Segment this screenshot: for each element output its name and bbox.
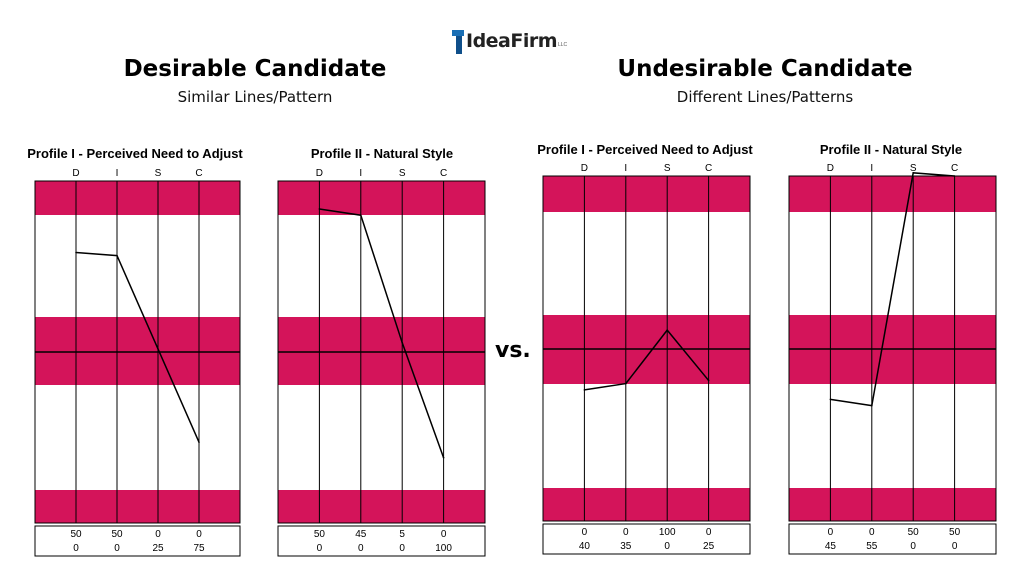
chart-3-series-line bbox=[584, 328, 710, 391]
desirable-subheading: Similar Lines/Pattern bbox=[177, 88, 333, 106]
chart-3-table-row2-cell: 0 bbox=[664, 541, 670, 552]
chart-4-point-c bbox=[953, 175, 956, 177]
chart-2-table-row1-cell: 50 bbox=[314, 529, 326, 540]
chart-3-table-row2-cell: 40 bbox=[579, 541, 591, 552]
chart-3-point-s bbox=[666, 329, 668, 331]
chart-1-category-s: S bbox=[155, 168, 162, 179]
chart-4-table-row1-cell: 0 bbox=[869, 527, 875, 538]
chart-3-table-row1-cell: 100 bbox=[659, 527, 676, 538]
chart-3-point-d bbox=[583, 389, 586, 391]
versus-label: vs. bbox=[495, 338, 531, 363]
chart-3-table-row1-cell: 0 bbox=[706, 527, 712, 538]
chart-2-table-row2-cell: 100 bbox=[435, 543, 452, 554]
chart-3-table-row2-cell: 35 bbox=[620, 541, 632, 552]
chart-4-title: Profile II - Natural Style bbox=[819, 142, 963, 157]
chart-3-category-d: D bbox=[581, 163, 588, 174]
chart-4-series-line bbox=[830, 172, 955, 407]
undesirable-subheading: Different Lines/Patterns bbox=[676, 88, 854, 106]
chart-4-category-s: S bbox=[910, 163, 917, 174]
chart-4-point-s bbox=[912, 172, 914, 174]
chart-2-category-d: D bbox=[316, 168, 323, 179]
chart-3-point-i bbox=[625, 382, 627, 385]
chart-2-table-row2-cell: 0 bbox=[358, 543, 364, 554]
chart-1-series-line bbox=[75, 251, 200, 443]
chart-2-category-i: I bbox=[359, 168, 362, 179]
chart-1-category-i: I bbox=[116, 168, 119, 179]
chart-3-category-c: C bbox=[705, 163, 712, 174]
chart-4-point-d bbox=[829, 398, 832, 401]
chart-1-category-d: D bbox=[72, 168, 79, 179]
chart-3-category-i: I bbox=[624, 163, 627, 174]
chart-2-table bbox=[277, 525, 486, 557]
chart-3-band-1 bbox=[543, 176, 750, 212]
chart-4-table-row2-cell: 0 bbox=[910, 541, 916, 552]
chart-2-table-row1-cell: 5 bbox=[399, 529, 405, 540]
chart-1-table-row1-cell: 0 bbox=[196, 529, 202, 540]
chart-4-table-row1-cell: 50 bbox=[949, 527, 961, 538]
chart-3-table-row2-cell: 25 bbox=[703, 541, 715, 552]
chart-1-point-i bbox=[116, 254, 118, 257]
chart-3-table-row1-cell: 0 bbox=[623, 527, 629, 538]
chart-4-band-3 bbox=[789, 488, 996, 521]
chart-1-table-row2-cell: 0 bbox=[114, 543, 120, 554]
desirable-heading: Desirable Candidate bbox=[123, 56, 387, 82]
chart-2-point-d bbox=[318, 208, 321, 210]
chart-1-category-c: C bbox=[195, 168, 202, 179]
chart-3-point-c bbox=[707, 379, 710, 382]
chart-4-point-i bbox=[871, 404, 873, 407]
chart-2-point-s bbox=[401, 341, 404, 344]
chart-4-category-d: D bbox=[827, 163, 834, 174]
logo-suffix: LLC bbox=[558, 42, 568, 48]
chart-1-table-row1-cell: 50 bbox=[70, 529, 82, 540]
chart-2-band-1 bbox=[278, 181, 485, 215]
chart-2-band-2 bbox=[278, 317, 485, 385]
chart-4-category-i: I bbox=[870, 163, 873, 174]
chart-1-table-row1-cell: 0 bbox=[155, 529, 161, 540]
chart-1-point-d bbox=[75, 251, 77, 254]
chart-2-band-3 bbox=[278, 490, 485, 523]
chart-4-category-c: C bbox=[951, 163, 958, 174]
chart-1-point-s bbox=[157, 348, 159, 350]
chart-4-band-1 bbox=[789, 176, 996, 212]
chart-1-table bbox=[34, 525, 241, 557]
chart-3-category-s: S bbox=[664, 163, 671, 174]
chart-2-table-row2-cell: 0 bbox=[317, 543, 323, 554]
logo-text: IdeaFirm bbox=[466, 30, 558, 52]
chart-1-band-1 bbox=[35, 181, 240, 215]
chart-2-category-c: C bbox=[440, 168, 447, 179]
chart-3-table-row1-cell: 0 bbox=[582, 527, 588, 538]
chart-2-title: Profile II - Natural Style bbox=[310, 146, 454, 161]
logo-mark-icon bbox=[452, 30, 464, 54]
chart-2-series-line bbox=[319, 208, 445, 458]
chart-2-table-row2-cell: 0 bbox=[399, 543, 405, 554]
chart-1-band-2 bbox=[35, 317, 240, 385]
chart-4-table-row1-cell: 50 bbox=[908, 527, 920, 538]
chart-1-point-c bbox=[198, 441, 200, 443]
chart-4-table-row1-cell: 0 bbox=[828, 527, 834, 538]
chart-2-table-row1-cell: 45 bbox=[355, 529, 367, 540]
chart-2-point-c bbox=[442, 456, 445, 459]
chart-2-point-i bbox=[360, 214, 362, 216]
undesirable-heading: Undesirable Candidate bbox=[617, 56, 913, 82]
chart-1-table-row1-cell: 50 bbox=[111, 529, 123, 540]
chart-4-table-row2-cell: 0 bbox=[952, 541, 958, 552]
chart-1-title: Profile I - Perceived Need to Adjust bbox=[27, 146, 243, 161]
chart-2-table-row1-cell: 0 bbox=[441, 529, 447, 540]
chart-3-title: Profile I - Perceived Need to Adjust bbox=[537, 142, 753, 157]
chart-3-table bbox=[542, 523, 751, 555]
chart-1-table-row2-cell: 75 bbox=[193, 543, 205, 554]
chart-1-table-row2-cell: 25 bbox=[152, 543, 164, 554]
chart-2-category-s: S bbox=[399, 168, 406, 179]
ideafirm-logo: IdeaFirm LLC bbox=[452, 28, 572, 58]
chart-4-table-row2-cell: 55 bbox=[866, 541, 878, 552]
chart-1-table-row2-cell: 0 bbox=[73, 543, 79, 554]
chart-4-table bbox=[788, 523, 997, 555]
chart-4-table-row2-cell: 45 bbox=[825, 541, 837, 552]
chart-3-band-3 bbox=[543, 488, 750, 521]
chart-1-band-3 bbox=[35, 490, 240, 523]
